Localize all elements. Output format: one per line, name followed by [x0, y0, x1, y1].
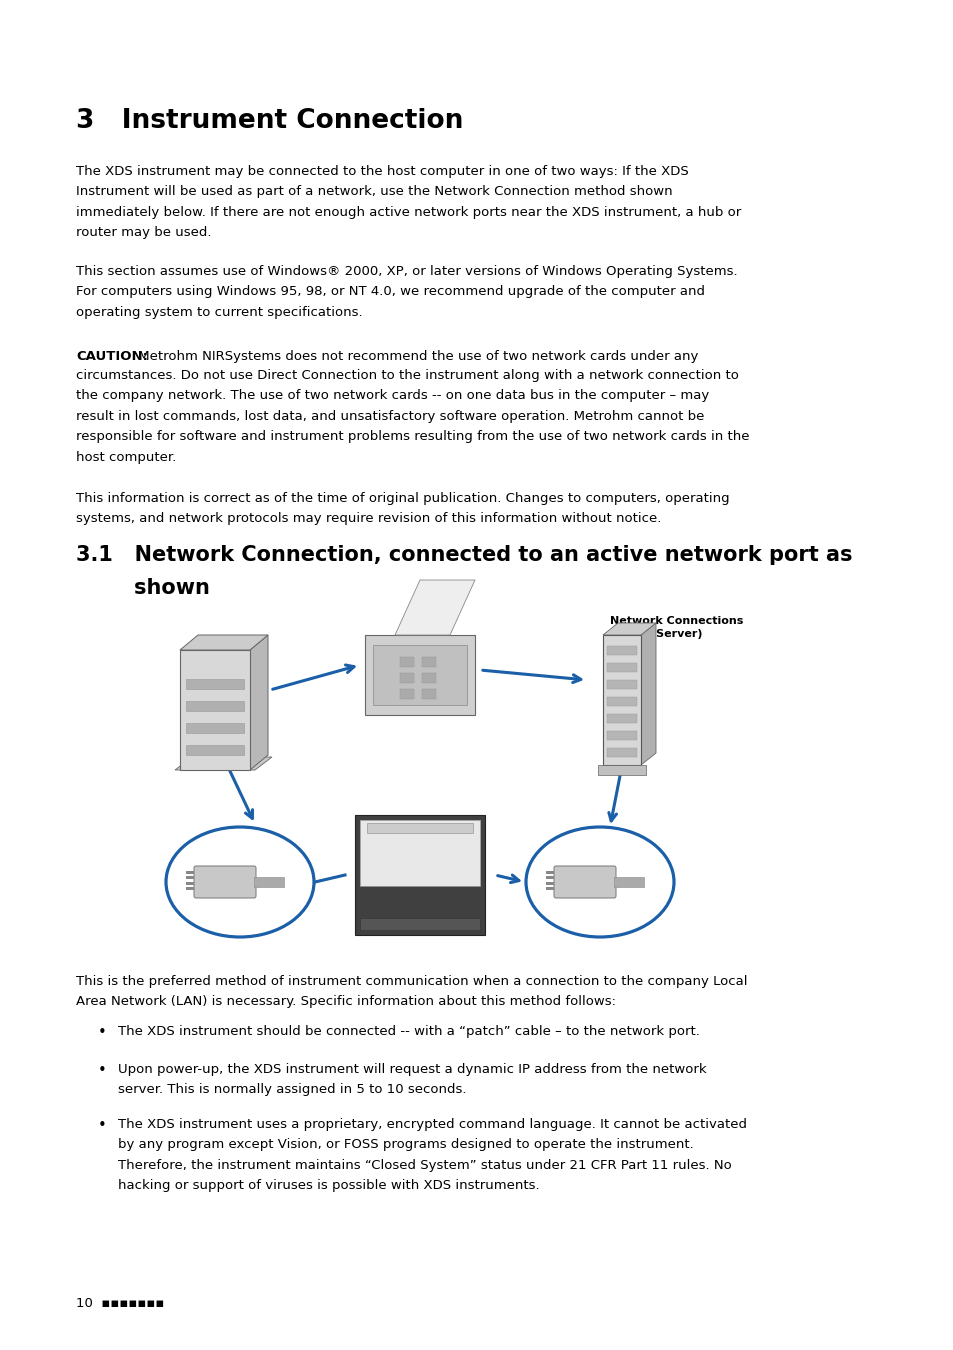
Text: This section assumes use of Windows® 2000, XP, or later versions of Windows Oper: This section assumes use of Windows® 200… — [76, 265, 737, 278]
Bar — [606, 748, 637, 757]
Bar — [186, 724, 244, 733]
Ellipse shape — [525, 828, 673, 937]
Text: Upon power-up, the XDS instrument will request a dynamic IP address from the net: Upon power-up, the XDS instrument will r… — [118, 1062, 706, 1076]
Text: For computers using Windows 95, 98, or NT 4.0, we recommend upgrade of the compu: For computers using Windows 95, 98, or N… — [76, 285, 704, 298]
Text: •: • — [98, 1118, 107, 1133]
FancyBboxPatch shape — [554, 865, 616, 898]
Text: Network Connections
(Server): Network Connections (Server) — [610, 616, 743, 639]
Text: 3.1   Network Connection, connected to an active network port as: 3.1 Network Connection, connected to an … — [76, 545, 852, 566]
Bar — [359, 918, 479, 930]
Bar — [606, 730, 637, 740]
Polygon shape — [355, 815, 484, 936]
Ellipse shape — [166, 828, 314, 937]
Bar — [598, 765, 645, 775]
Text: immediately below. If there are not enough active network ports near the XDS ins: immediately below. If there are not enou… — [76, 205, 740, 219]
Bar — [421, 657, 436, 667]
Text: result in lost commands, lost data, and unsatisfactory software operation. Metro: result in lost commands, lost data, and … — [76, 410, 703, 423]
Bar — [399, 688, 414, 699]
Polygon shape — [174, 757, 272, 769]
Polygon shape — [640, 622, 656, 765]
Polygon shape — [395, 580, 475, 634]
Text: router may be used.: router may be used. — [76, 227, 212, 239]
Text: Metrohm NIRSystems does not recommend the use of two network cards under any: Metrohm NIRSystems does not recommend th… — [133, 350, 698, 363]
Text: host computer.: host computer. — [76, 451, 176, 463]
Bar — [186, 882, 193, 884]
Bar — [186, 679, 244, 688]
Text: circumstances. Do not use Direct Connection to the instrument along with a netwo: circumstances. Do not use Direct Connect… — [76, 369, 739, 382]
Bar — [614, 878, 643, 887]
Text: The XDS instrument should be connected -- with a “patch” cable – to the network : The XDS instrument should be connected -… — [118, 1025, 700, 1038]
Bar — [399, 674, 414, 683]
Text: operating system to current specifications.: operating system to current specificatio… — [76, 306, 362, 319]
Text: Instrument will be used as part of a network, use the Network Connection method : Instrument will be used as part of a net… — [76, 185, 672, 198]
Text: responsible for software and instrument problems resulting from the use of two n: responsible for software and instrument … — [76, 431, 749, 443]
Bar — [606, 647, 637, 655]
FancyBboxPatch shape — [193, 865, 255, 898]
Polygon shape — [602, 622, 656, 634]
Bar — [545, 887, 554, 890]
Bar — [253, 878, 284, 887]
Bar — [399, 657, 414, 667]
Text: hacking or support of viruses is possible with XDS instruments.: hacking or support of viruses is possibl… — [118, 1180, 539, 1192]
Bar — [545, 871, 554, 873]
Text: the company network. The use of two network cards -- on one data bus in the comp: the company network. The use of two netw… — [76, 389, 708, 402]
Bar — [421, 674, 436, 683]
Text: 10  ▪▪▪▪▪▪▪: 10 ▪▪▪▪▪▪▪ — [76, 1297, 164, 1310]
Bar — [606, 697, 637, 706]
Text: This information is correct as of the time of original publication. Changes to c: This information is correct as of the ti… — [76, 491, 729, 505]
Text: shown: shown — [76, 578, 210, 598]
Text: •: • — [98, 1025, 107, 1040]
Bar — [545, 876, 554, 879]
Text: Therefore, the instrument maintains “Closed System” status under 21 CFR Part 11 : Therefore, the instrument maintains “Clo… — [118, 1158, 731, 1172]
Text: server. This is normally assigned in 5 to 10 seconds.: server. This is normally assigned in 5 t… — [118, 1084, 466, 1096]
Bar — [606, 680, 637, 688]
Bar — [373, 645, 467, 705]
Bar — [186, 701, 244, 711]
Bar — [186, 887, 193, 890]
Bar — [545, 882, 554, 884]
Bar — [359, 819, 479, 886]
Text: by any program except Vision, or FOSS programs designed to operate the instrumen: by any program except Vision, or FOSS pr… — [118, 1138, 693, 1152]
Bar — [367, 824, 473, 833]
Bar — [421, 688, 436, 699]
Bar — [186, 871, 193, 873]
Text: The XDS instrument may be connected to the host computer in one of two ways: If : The XDS instrument may be connected to t… — [76, 165, 688, 178]
Text: •: • — [98, 1062, 107, 1079]
Bar — [606, 663, 637, 672]
Text: The XDS instrument uses a proprietary, encrypted command language. It cannot be : The XDS instrument uses a proprietary, e… — [118, 1118, 746, 1131]
Polygon shape — [602, 634, 640, 765]
Polygon shape — [180, 634, 268, 649]
Polygon shape — [180, 649, 250, 770]
Text: CAUTION:: CAUTION: — [76, 350, 148, 363]
Text: This is the preferred method of instrument communication when a connection to th: This is the preferred method of instrume… — [76, 975, 747, 988]
Text: 3   Instrument Connection: 3 Instrument Connection — [76, 108, 463, 134]
Polygon shape — [365, 634, 475, 716]
Text: systems, and network protocols may require revision of this information without : systems, and network protocols may requi… — [76, 513, 660, 525]
Text: Area Network (LAN) is necessary. Specific information about this method follows:: Area Network (LAN) is necessary. Specifi… — [76, 995, 616, 1008]
Bar — [606, 714, 637, 724]
Bar — [186, 876, 193, 879]
Polygon shape — [250, 634, 268, 770]
Bar — [186, 745, 244, 755]
